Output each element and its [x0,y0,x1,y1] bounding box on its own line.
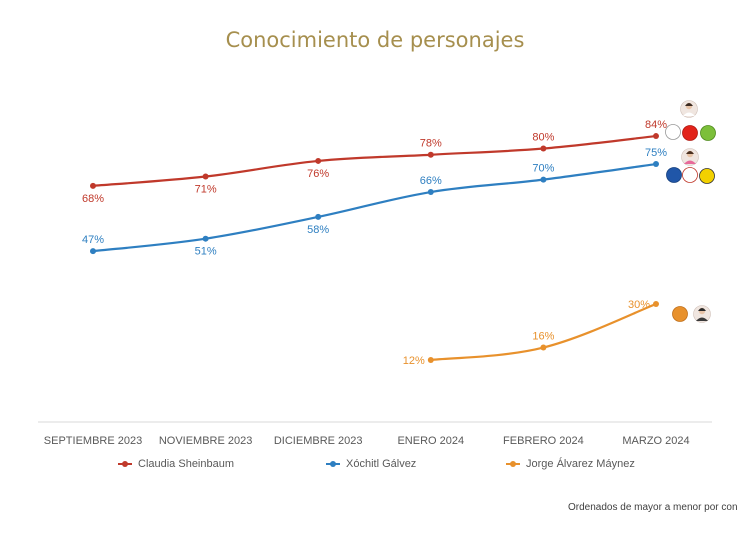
data-point [653,301,659,307]
legend-swatch [118,459,132,469]
series-layer: 68% 71% 76% 78% 80% 84% 47% 51% 58% 66% 70% 75% 12% 1… [82,119,667,367]
legend-label: Claudia Sheinbaum [138,458,235,470]
x-tick-label: MARZO 2024 [622,435,689,447]
avatar-body [696,317,708,321]
party-logo-icon [666,167,682,183]
x-tick-label: NOVIEMBRE 2023 [159,435,253,447]
candidate-avatars [665,100,716,323]
avatar-body [683,112,695,116]
data-point [540,344,547,351]
data-label: 12% [403,355,425,367]
chart-legend: Claudia Sheinbaum Xóchitl Gálvez Jorge Á… [118,458,678,474]
x-tick-label: FEBRERO 2024 [503,435,584,447]
data-label: 75% [645,147,667,159]
party-logo-icon [672,306,688,322]
data-label: 58% [307,224,329,236]
data-point [315,157,322,164]
avatar-hair [685,103,693,106]
chart-title: Conocimiento de personajes [225,28,525,52]
party-logo-icon [699,168,715,184]
series-line [92,162,657,253]
data-point [653,133,659,140]
data-point [653,161,659,168]
data-label: 66% [420,175,442,187]
legend-swatch [326,459,340,469]
avatar-hair [698,308,706,311]
data-point [90,182,96,189]
data-point [202,235,209,242]
data-label: 78% [420,138,442,150]
data-label: 30% [628,299,650,311]
data-point [427,189,434,196]
data-label: 80% [532,132,554,144]
legend-swatch [506,459,520,469]
avatar-body [684,160,696,164]
x-tick-label: SEPTIEMBRE 2023 [44,435,142,447]
party-logo-icon [700,125,716,141]
x-tick-label: DICIEMBRE 2023 [274,435,363,447]
data-point [540,176,547,183]
x-tick-label: ENERO 2024 [397,435,464,447]
data-label: 16% [532,331,554,343]
avatar-hair [686,151,694,154]
legend-label: Xóchitl Gálvez [346,458,417,470]
data-label: 84% [645,119,667,131]
data-point [540,145,547,152]
data-label: 70% [532,163,554,175]
data-label: 71% [195,183,217,195]
x-tick-labels: SEPTIEMBRE 2023 NOVIEMBRE 2023 DICIEMBRE 2… [44,435,690,447]
data-point [427,356,434,363]
party-logo-icon [665,124,681,140]
data-label: 47% [82,234,104,246]
data-label: 76% [307,168,329,180]
footnote: Ordenados de mayor a menor por con [568,502,738,513]
series-line [92,134,657,187]
data-point [90,248,96,255]
party-logo-icon [682,125,698,141]
data-label: 68% [82,193,104,205]
legend-item: Claudia Sheinbaum [118,458,234,470]
data-point [202,173,209,180]
legend-label: Jorge Álvarez Máynez [526,458,635,470]
data-point [315,213,322,220]
data-point [427,151,434,158]
legend-item: Jorge Álvarez Máynez [506,458,635,470]
party-logo-icon [682,167,698,183]
legend-item: Xóchitl Gálvez [326,458,416,470]
data-label: 51% [195,246,217,258]
